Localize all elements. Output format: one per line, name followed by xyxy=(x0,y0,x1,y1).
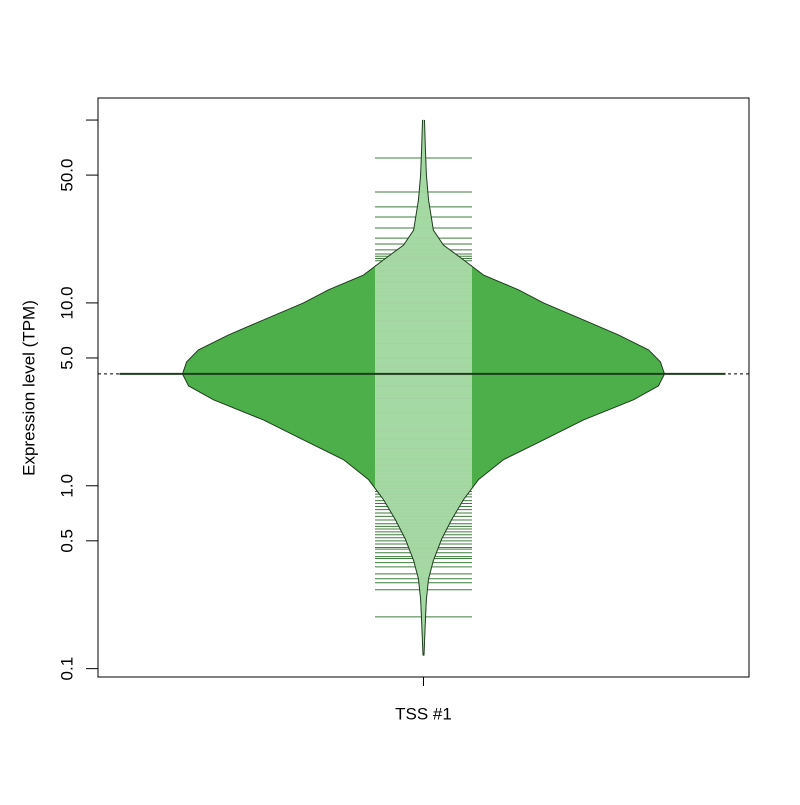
y-tick-label: 0.5 xyxy=(57,529,76,553)
y-axis-label: Expression level (TPM) xyxy=(19,300,38,476)
y-tick-label: 1.0 xyxy=(57,474,76,498)
y-tick-label: 50.0 xyxy=(57,159,76,192)
y-tick-label: 0.1 xyxy=(57,657,76,681)
y-tick-label: 5.0 xyxy=(57,346,76,370)
y-tick-label: 10.0 xyxy=(57,286,76,319)
x-tick-label: TSS #1 xyxy=(395,704,452,723)
